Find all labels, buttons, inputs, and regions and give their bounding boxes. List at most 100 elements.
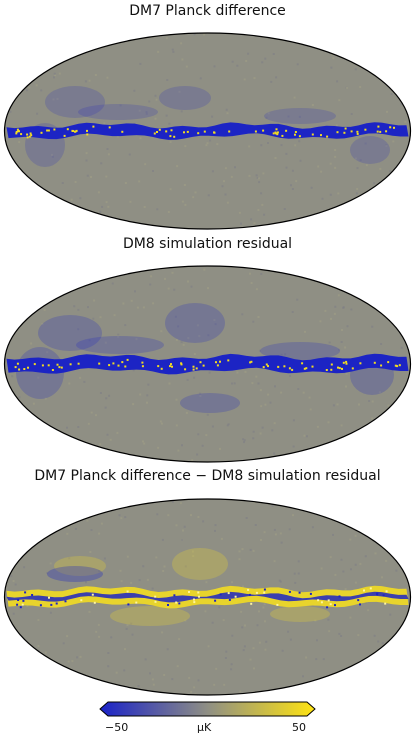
noise-speck — [372, 43, 375, 46]
colorbar-min-label: −50 — [105, 721, 129, 734]
noise-speck — [166, 79, 169, 81]
noise-speck — [49, 611, 52, 614]
noise-speck — [126, 624, 129, 627]
noise-speck — [194, 191, 197, 194]
band-speck — [329, 603, 332, 606]
noise-speck — [332, 57, 335, 60]
noise-speck — [190, 514, 192, 517]
noise-speck — [231, 634, 234, 637]
noise-speck — [243, 645, 246, 648]
noise-speck — [302, 391, 305, 394]
noise-speck — [315, 658, 318, 661]
band-speck — [175, 601, 178, 604]
noise-speck — [271, 504, 274, 507]
noise-speck — [83, 37, 86, 40]
band-speck — [288, 367, 291, 370]
noise-speck — [261, 426, 264, 429]
noise-speck — [103, 122, 106, 125]
band-speck — [30, 134, 33, 137]
noise-speck — [252, 430, 255, 433]
band-speck — [227, 592, 230, 595]
noise-speck — [76, 656, 79, 659]
band-speck — [156, 131, 158, 133]
noise-speck — [116, 431, 119, 434]
noise-speck — [160, 330, 163, 333]
noise-speck — [69, 271, 72, 274]
noise-speck — [311, 104, 314, 106]
noise-speck — [360, 55, 363, 58]
noise-speck — [364, 142, 367, 145]
noise-speck — [131, 633, 134, 636]
noise-speck — [202, 520, 205, 523]
band-speck — [277, 365, 280, 368]
noise-speck — [260, 405, 263, 408]
noise-speck — [68, 382, 71, 385]
noise-speck — [94, 74, 97, 76]
noise-speck — [158, 693, 161, 695]
noise-speck — [258, 181, 261, 184]
noise-speck — [294, 581, 297, 584]
noise-speck — [95, 630, 98, 633]
noise-speck — [327, 618, 330, 621]
band-speck — [31, 594, 34, 596]
band-speck — [309, 592, 312, 595]
map-outline — [3, 498, 412, 696]
band-speck — [180, 363, 183, 366]
noise-speck — [180, 110, 183, 113]
band-speck — [227, 359, 230, 362]
band-speck — [250, 360, 253, 363]
noise-speck — [190, 690, 193, 693]
noise-speck — [299, 159, 302, 162]
noise-speck — [350, 568, 352, 571]
sky-map-content — [4, 33, 411, 229]
noise-speck — [341, 329, 343, 331]
noise-speck — [269, 401, 272, 404]
noise-speck — [226, 424, 229, 427]
noise-speck — [13, 202, 16, 205]
noise-speck — [247, 52, 250, 55]
noise-speck — [240, 222, 242, 225]
diffuse-emission — [172, 548, 228, 580]
band-speck — [396, 365, 399, 368]
noise-speck — [181, 539, 184, 541]
noise-speck — [4, 409, 7, 412]
band-speck — [351, 367, 354, 370]
band-speck — [16, 128, 19, 131]
noise-speck — [397, 457, 400, 460]
noise-speck — [134, 290, 136, 293]
noise-speck — [236, 371, 239, 374]
noise-speck — [284, 353, 287, 356]
noise-speck — [107, 665, 110, 668]
noise-speck — [332, 404, 335, 407]
band-speck — [26, 133, 29, 136]
noise-speck — [206, 413, 209, 416]
noise-speck — [305, 656, 308, 659]
band-speck — [393, 126, 395, 129]
band-speck — [350, 130, 353, 133]
noise-speck — [124, 182, 127, 184]
noise-speck — [199, 77, 202, 80]
noise-speck — [379, 185, 382, 188]
noise-speck — [145, 112, 148, 115]
noise-speck — [356, 167, 359, 170]
band-speck — [80, 599, 83, 602]
noise-speck — [296, 298, 299, 301]
band-speck — [22, 599, 25, 602]
noise-speck — [14, 583, 17, 586]
band-speck — [29, 132, 32, 135]
band-speck — [276, 133, 279, 136]
noise-speck — [43, 308, 46, 311]
noise-speck — [314, 619, 317, 622]
band-speck — [263, 588, 266, 591]
noise-speck — [373, 201, 376, 204]
noise-speck — [239, 690, 242, 693]
noise-speck — [302, 675, 304, 678]
band-speck — [326, 606, 329, 609]
noise-speck — [283, 208, 286, 210]
noise-speck — [258, 610, 260, 613]
noise-speck — [97, 623, 100, 626]
noise-speck — [24, 445, 27, 448]
noise-speck — [223, 180, 225, 183]
noise-speck — [371, 325, 374, 328]
noise-speck — [331, 53, 334, 56]
